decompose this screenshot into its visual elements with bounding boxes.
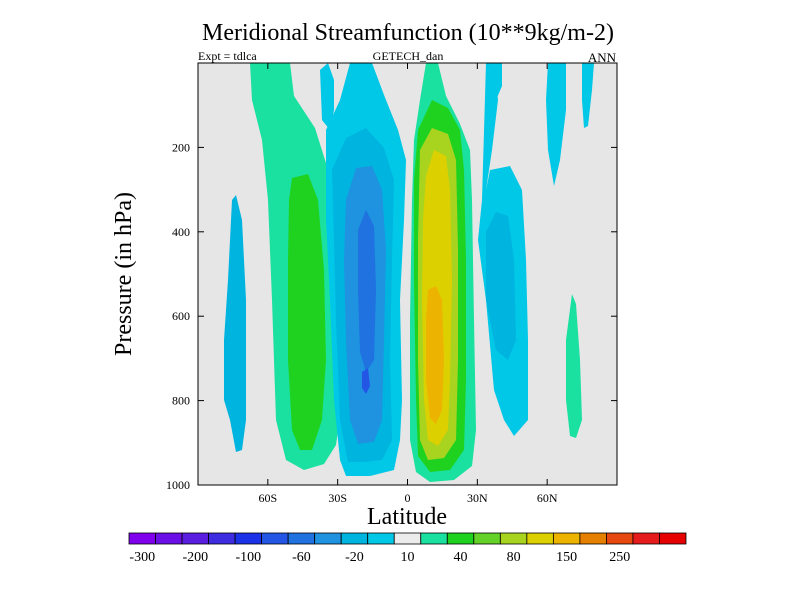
colorbar-label: 10: [401, 550, 415, 565]
colorbar-swatch: [128, 532, 156, 545]
season-label: ANN: [588, 50, 617, 65]
contour-sh-hadley-max: [362, 368, 370, 394]
colorbar-label: 250: [609, 550, 630, 565]
colorbar-swatch: [287, 532, 316, 545]
contour-fills: [224, 63, 594, 482]
contour-nh-ferrel-inner: [486, 212, 516, 360]
contour-nh-hadley-orange: [426, 286, 444, 424]
x-axis-title: Latitude: [367, 504, 447, 530]
x-tick-label: 30S: [328, 491, 347, 505]
colorbar-label: 80: [507, 550, 521, 565]
colorbar-swatch: [552, 532, 581, 545]
contour-nh-polar-cell: [566, 294, 582, 438]
y-tick-label: 800: [172, 394, 190, 408]
colorbar-swatch: [314, 532, 342, 545]
contour-sh-ferrel-core: [288, 174, 326, 450]
dataset-label: GETECH_dan: [373, 49, 444, 63]
x-tick-label: 30N: [467, 491, 488, 505]
plot-area: [197, 62, 618, 486]
y-axis-title: Pressure (in hPa): [111, 192, 137, 356]
colorbar-swatch: [606, 532, 634, 545]
colorbar-label: 40: [454, 550, 468, 565]
colorbar-swatch: [446, 532, 475, 545]
x-tick-label: 60S: [258, 491, 277, 505]
contour-nh-tail-small: [494, 63, 502, 100]
y-tick-label: 600: [172, 309, 190, 323]
colorbar-swatch: [526, 532, 554, 545]
x-tick-label: 0: [405, 491, 411, 505]
contour-nh-highlat-streak-b: [582, 63, 594, 128]
y-axis: 200 400 600 800 1000: [166, 140, 617, 492]
colorbar-swatch: [155, 532, 183, 545]
colorbar-label: -300: [129, 550, 155, 565]
colorbar-swatch: [393, 532, 422, 545]
colorbar-swatch: [208, 532, 236, 545]
contour-sh-polar-cell: [224, 195, 246, 452]
colorbar-swatch: [579, 532, 607, 545]
colorbar: -300 -200 -100 -60 -20 10 40 80 150 250: [128, 532, 687, 565]
colorbar-label: -20: [345, 550, 364, 565]
colorbar-swatch: [367, 532, 395, 545]
colorbar-label: 150: [556, 550, 577, 565]
colorbar-swatch: [181, 532, 209, 545]
contour-sh-hadley-core: [358, 210, 376, 372]
colorbar-swatch: [659, 532, 687, 545]
colorbar-swatch: [499, 532, 528, 545]
colorbar-swatch: [420, 532, 448, 545]
y-tick-label: 200: [172, 140, 190, 154]
colorbar-swatch: [234, 532, 263, 545]
x-axis: 60S 30S 0 30N 60N: [258, 63, 558, 505]
colorbar-swatch: [261, 532, 289, 545]
experiment-label: Expt = tdlca: [198, 49, 257, 63]
x-tick-label: 60N: [537, 491, 558, 505]
colorbar-label: -200: [182, 550, 208, 565]
contour-nh-highlat-streak-a: [546, 63, 566, 186]
contour-sh-top-tail: [320, 63, 334, 130]
y-tick-label: 1000: [166, 478, 190, 492]
colorbar-swatch: [340, 532, 369, 545]
chart-title: Meridional Streamfunction (10**9kg/m-2): [202, 20, 614, 46]
colorbar-swatch: [632, 532, 660, 545]
colorbar-label: -100: [236, 550, 262, 565]
colorbar-label: -60: [292, 550, 311, 565]
y-tick-label: 400: [172, 225, 190, 239]
colorbar-swatch: [473, 532, 501, 545]
